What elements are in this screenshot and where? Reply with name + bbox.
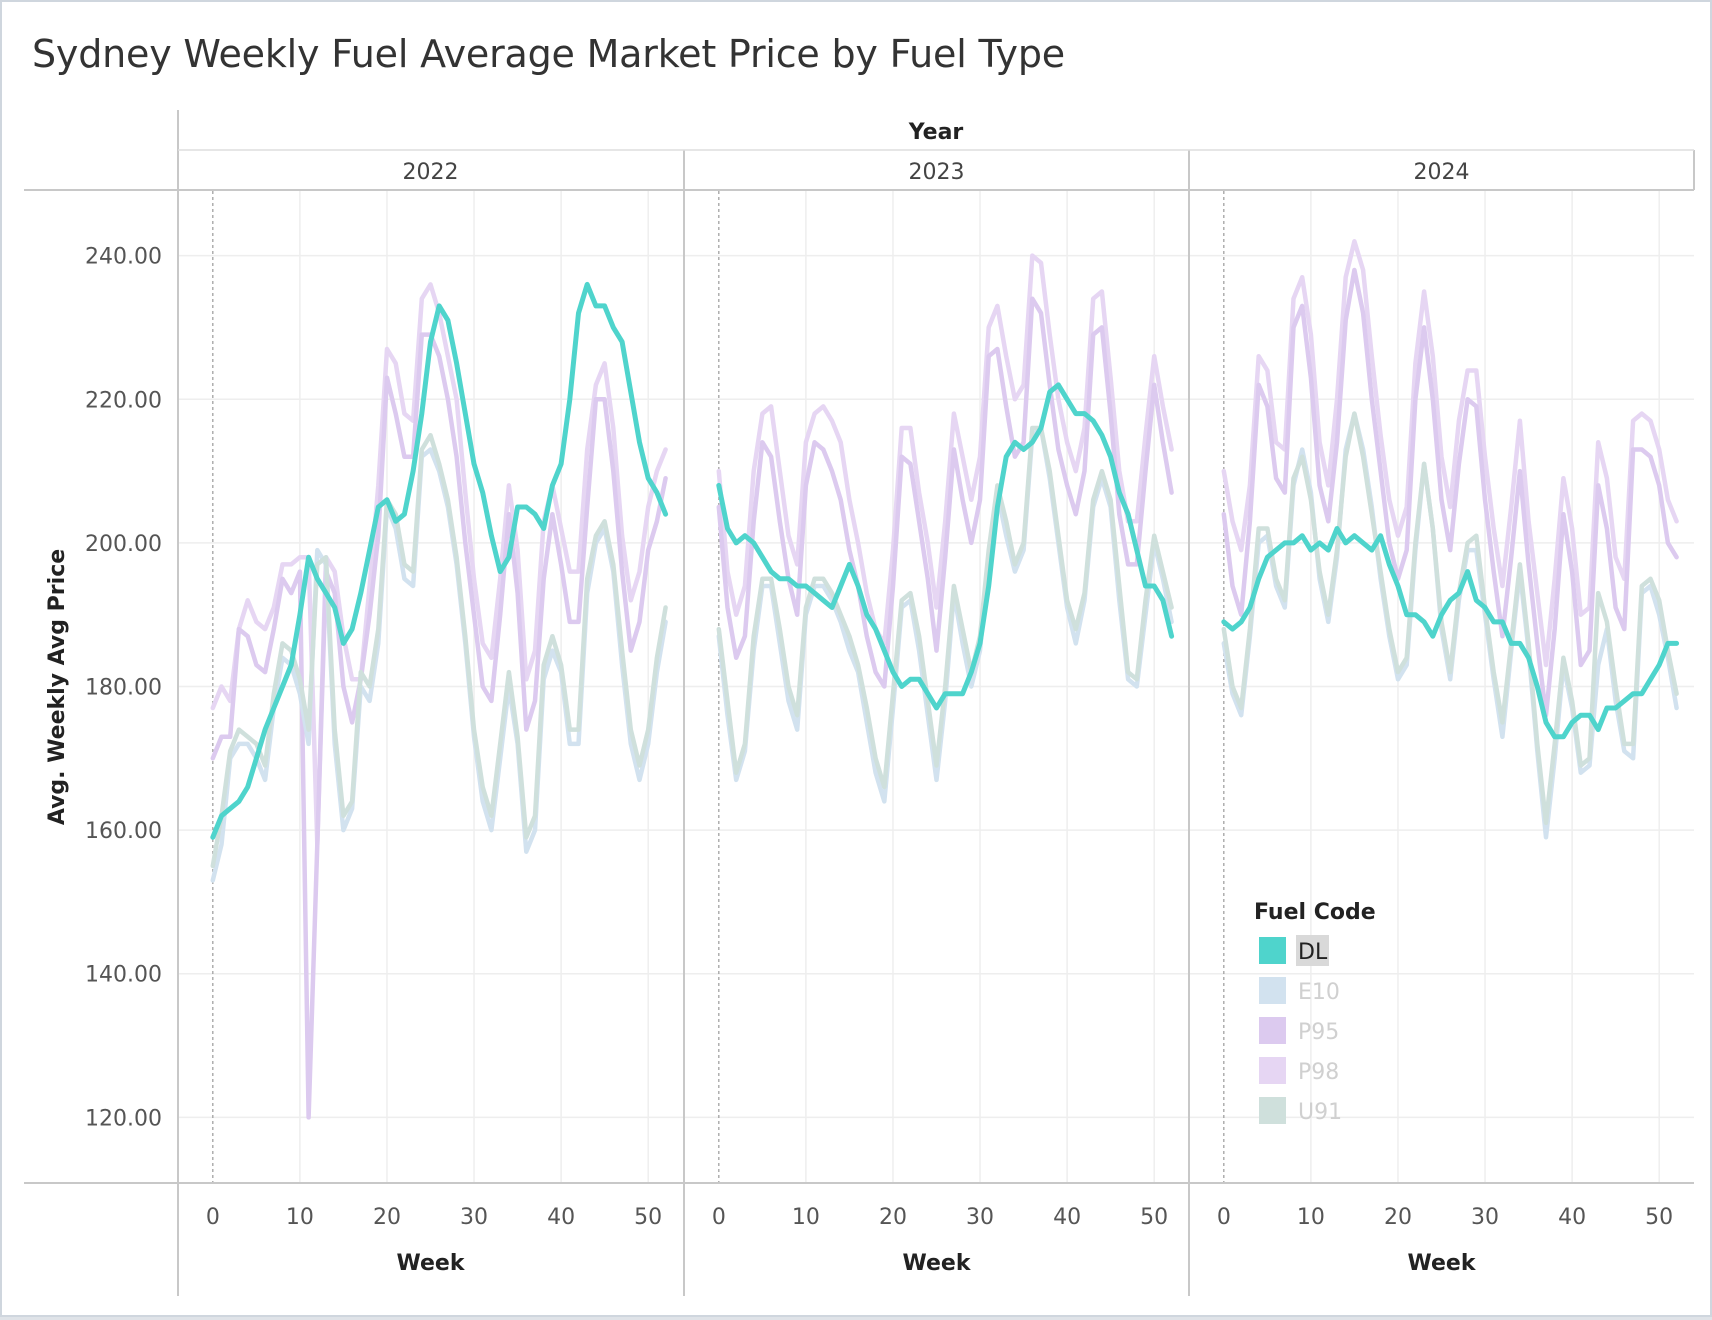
series-line-u91-2023 [716,425,1174,790]
x-axis-title: Week [1408,1251,1477,1276]
x-axis-title: Week [903,1251,972,1276]
series-line-dl-2024 [1221,526,1680,740]
panel-year-label: 2024 [1414,160,1470,185]
x-tick-label: 20 [373,1205,401,1230]
panel-year-label: 2023 [909,160,965,185]
series-line-u91-2024 [1221,411,1679,826]
x-tick-label: 40 [1558,1205,1586,1230]
series-lines [210,239,1680,1120]
gridlines [178,191,1694,1182]
y-tick-label: 160.00 [85,819,162,844]
column-header-title: Year [908,120,964,145]
chart-title: Sydney Weekly Fuel Average Market Price … [32,32,1065,76]
x-axis-title: Week [397,1251,466,1276]
series-line-p95-2023 [716,296,1174,689]
y-tick-label: 240.00 [85,245,162,270]
x-tick-label: 30 [1471,1205,1499,1230]
y-tick-label: 200.00 [85,532,162,557]
y-axis-title: Avg. Weekly Avg Price [45,549,70,825]
series-line-dl-2023 [716,382,1175,711]
x-tick-label: 50 [634,1205,662,1230]
x-tick-label: 50 [1645,1205,1673,1230]
x-tick-label: 20 [1384,1205,1412,1230]
legend-swatch-u91[interactable] [1259,1097,1286,1124]
legend-title: Fuel Code [1254,900,1376,925]
legend-highlight-bg [1296,935,1329,966]
x-tick-label: 10 [1297,1205,1325,1230]
y-tick-label: 180.00 [85,676,162,701]
x-tick-label: 0 [206,1205,220,1230]
legend-label-e10: E10 [1298,980,1340,1005]
series-line-p98-2024 [1221,239,1679,668]
x-tick-label: 10 [792,1205,820,1230]
x-tick-label: 10 [286,1205,314,1230]
legend-swatch-p95[interactable] [1259,1017,1286,1044]
legend-label-p98: P98 [1298,1060,1339,1085]
x-tick-label: 40 [547,1205,575,1230]
x-tick-label: 0 [712,1205,726,1230]
x-axis: 0 10 20 30 40 50 Week 0 10 20 30 40 50 Week 0 10 20 30 40 5… [206,1205,1673,1276]
series-line-p98-2022 [210,282,668,847]
legend-label-dl: DL [1298,940,1328,965]
y-tick-label: 120.00 [85,1106,162,1131]
x-tick-label: 50 [1140,1205,1168,1230]
legend-swatch-p98[interactable] [1259,1057,1286,1084]
panel-frame [24,110,1695,1296]
series-line-p98-2023 [716,253,1174,646]
x-tick-label: 30 [966,1205,994,1230]
y-tick-label: 220.00 [85,388,162,413]
column-headers: Year 2022 2023 2024 [403,120,1470,185]
legend-swatch-e10[interactable] [1259,977,1286,1004]
legend-label-p95: P95 [1298,1020,1339,1045]
legend-label-u91: U91 [1298,1100,1342,1125]
series-line-p95-2024 [1221,267,1679,718]
series-line-u91-2022 [210,432,668,869]
legend-swatch-dl[interactable] [1259,937,1286,964]
y-tick-label: 140.00 [85,963,162,988]
x-tick-label: 40 [1053,1205,1081,1230]
series-line-dl-2022 [210,281,669,840]
x-tick-label: 0 [1217,1205,1231,1230]
y-axis: 120.00 140.00 160.00 180.00 200.00 220.00 240.… [45,245,162,1132]
x-tick-label: 30 [460,1205,488,1230]
x-tick-label: 20 [879,1205,907,1230]
series-line-p95-2022 [210,332,668,1120]
panel-year-label: 2022 [403,160,459,185]
legend[interactable]: Fuel Code DL E10 P95 P98 U91 [1254,900,1376,1125]
